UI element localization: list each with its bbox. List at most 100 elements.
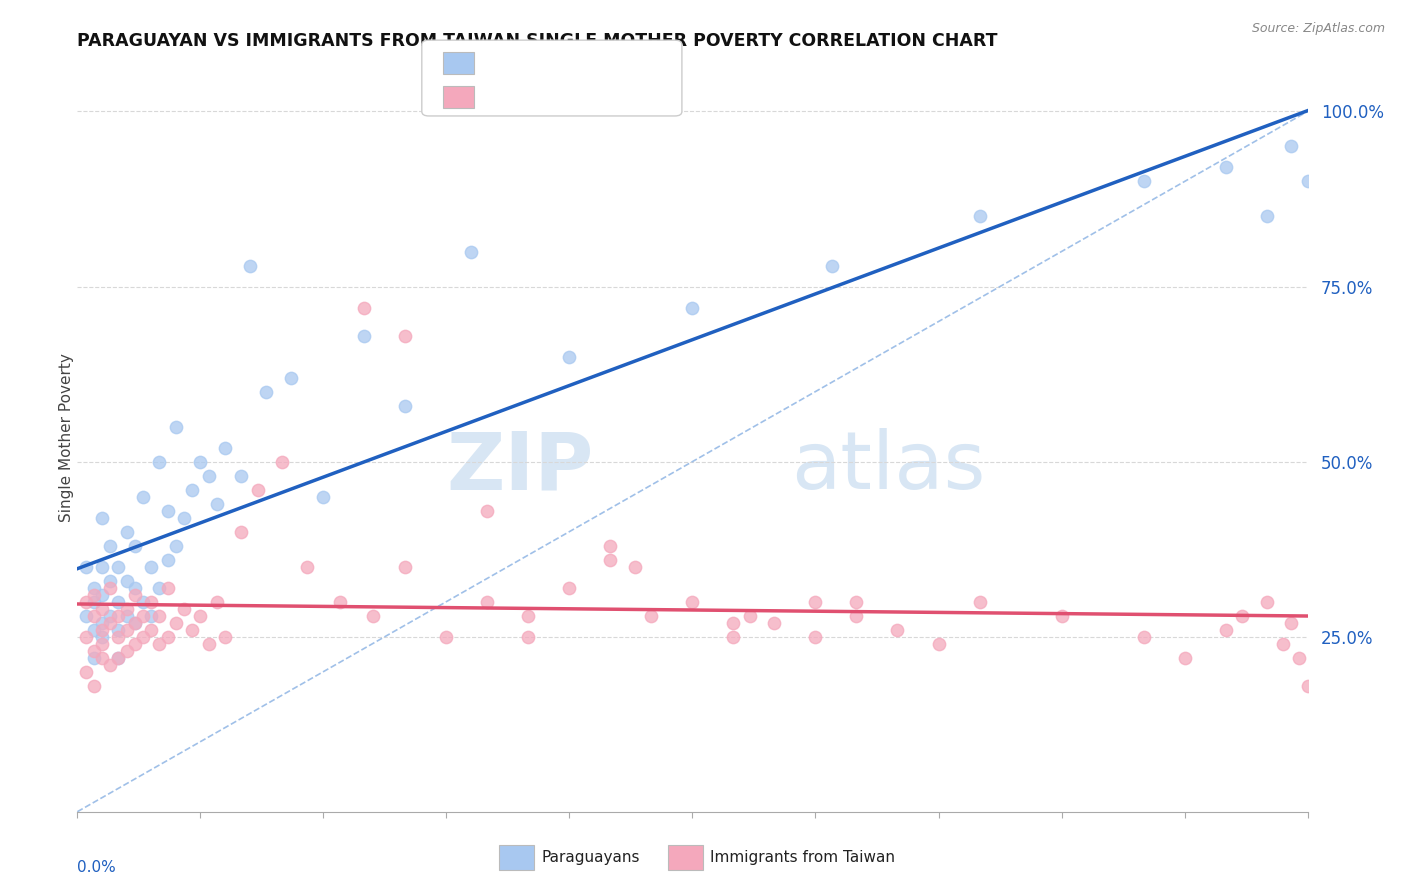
Point: [148, 637, 170, 651]
Text: atlas: atlas: [792, 428, 986, 506]
Point: [90, 588, 114, 602]
Point: [517, 630, 540, 644]
Text: ZIP: ZIP: [447, 428, 595, 506]
Point: [394, 559, 416, 574]
Point: [1279, 615, 1302, 630]
Point: [98, 615, 121, 630]
Point: [682, 301, 704, 315]
Point: [107, 630, 129, 644]
Point: [1288, 650, 1310, 665]
Point: [477, 594, 499, 608]
Point: [124, 637, 146, 651]
Point: [141, 559, 163, 574]
Point: [75, 630, 97, 644]
Point: [886, 623, 908, 637]
Point: [90, 615, 114, 630]
Point: [115, 643, 138, 657]
Point: [1272, 637, 1295, 651]
Point: [98, 539, 121, 553]
Point: [124, 539, 146, 553]
Point: [624, 559, 647, 574]
Point: [156, 552, 179, 566]
Point: [214, 630, 236, 644]
Point: [821, 259, 844, 273]
Point: [124, 581, 146, 595]
Point: [148, 581, 170, 595]
Point: [115, 608, 138, 623]
Point: [90, 623, 114, 637]
Point: [205, 594, 228, 608]
Point: [460, 244, 482, 259]
Point: [132, 630, 155, 644]
Point: [394, 328, 416, 343]
Point: [723, 630, 745, 644]
Point: [188, 454, 212, 468]
Point: [98, 574, 121, 588]
Point: [75, 608, 97, 623]
Point: [124, 588, 146, 602]
Point: [165, 615, 187, 630]
Point: [156, 581, 179, 595]
Point: [98, 581, 121, 595]
Point: [763, 615, 786, 630]
Point: [148, 454, 170, 468]
Point: [124, 615, 146, 630]
Point: [156, 503, 179, 517]
Point: [558, 581, 581, 595]
Point: [312, 490, 335, 504]
Point: [558, 350, 581, 364]
Point: [738, 608, 761, 623]
Point: [83, 588, 105, 602]
Text: 0.0%: 0.0%: [77, 861, 117, 875]
Text: PARAGUAYAN VS IMMIGRANTS FROM TAIWAN SINGLE MOTHER POVERTY CORRELATION CHART: PARAGUAYAN VS IMMIGRANTS FROM TAIWAN SIN…: [77, 32, 998, 50]
Point: [107, 650, 129, 665]
Point: [165, 419, 187, 434]
Point: [83, 581, 105, 595]
Point: [845, 594, 868, 608]
Point: [845, 608, 868, 623]
Point: [1256, 594, 1278, 608]
Point: [173, 510, 195, 524]
Point: [156, 630, 179, 644]
Point: [969, 210, 991, 224]
Point: [1296, 174, 1319, 188]
Point: [141, 608, 163, 623]
Point: [173, 601, 195, 615]
Point: [271, 454, 294, 468]
Point: [231, 468, 253, 483]
Point: [804, 594, 827, 608]
Point: [75, 559, 97, 574]
Point: [83, 608, 105, 623]
Point: [295, 559, 318, 574]
Point: [165, 539, 187, 553]
Point: [115, 524, 138, 539]
Point: [148, 608, 170, 623]
Point: [254, 384, 277, 399]
Point: [107, 650, 129, 665]
Point: [969, 594, 991, 608]
Point: [141, 594, 163, 608]
Text: Paraguayans: Paraguayans: [541, 850, 640, 864]
Point: [90, 559, 114, 574]
Point: [353, 328, 375, 343]
Point: [90, 650, 114, 665]
Point: [1215, 623, 1237, 637]
Point: [1215, 161, 1237, 175]
Point: [640, 608, 662, 623]
Point: [329, 594, 352, 608]
Point: [83, 594, 105, 608]
Point: [132, 594, 155, 608]
Point: [75, 594, 97, 608]
Point: [90, 630, 114, 644]
Text: R = 0.039   N = 79: R = 0.039 N = 79: [485, 87, 655, 106]
Point: [361, 608, 384, 623]
Point: [90, 637, 114, 651]
Point: [231, 524, 253, 539]
Point: [246, 483, 269, 497]
Point: [132, 490, 155, 504]
Point: [394, 399, 416, 413]
Point: [83, 679, 105, 693]
Point: [98, 608, 121, 623]
Point: [205, 497, 228, 511]
Point: [517, 608, 540, 623]
